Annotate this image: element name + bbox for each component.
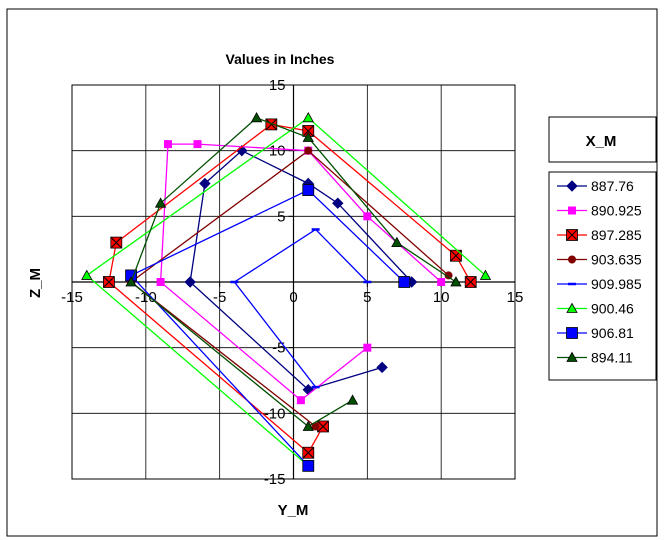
legend-item: 900.46 [557, 301, 634, 317]
legend-item: 906.81 [557, 325, 634, 341]
x-axis-label: Y_M [278, 502, 309, 519]
marker-cross [302, 447, 314, 459]
legend-item: 903.635 [557, 252, 642, 268]
data-point [391, 236, 403, 248]
series-line [129, 189, 405, 467]
data-point [302, 184, 315, 196]
data-point [437, 278, 446, 286]
legend-marker [568, 206, 576, 215]
data-point [363, 343, 372, 352]
legend-item: 897.285 [557, 227, 642, 243]
data-point [156, 278, 165, 286]
x-tick-label: 10 [433, 289, 450, 306]
series-line [108, 123, 472, 454]
legend-marker [566, 180, 578, 192]
y-tick-label: 5 [277, 208, 285, 225]
legend-label: 890.925 [591, 203, 642, 219]
data-point [464, 276, 477, 288]
legend-item: 887.76 [557, 178, 634, 194]
x-tick-label: 5 [363, 289, 371, 306]
marker-cross [465, 276, 477, 288]
legend-label: 903.635 [591, 252, 642, 268]
data-point [363, 212, 372, 221]
legend-marker [566, 302, 578, 313]
y-axis-label: Z_M [27, 268, 44, 298]
legend-marker [566, 327, 578, 339]
legend-item: 894.11 [557, 350, 633, 366]
chart-title: Values in Inches [226, 51, 335, 67]
tick-labels: -15 -10 -5 0 5 10 15 -15 -10 -5 5 10 15 [61, 77, 523, 488]
data-point [199, 177, 211, 190]
marker-cross [103, 276, 115, 288]
x-tick-label: -5 [213, 289, 226, 306]
series-line [159, 143, 442, 402]
x-tick-label: 0 [289, 289, 297, 306]
data-point [125, 276, 137, 287]
y-tick-label: -5 [272, 340, 285, 357]
y-tick-label: -15 [264, 471, 286, 488]
data-point [302, 446, 315, 459]
marker-cross [265, 119, 277, 130]
legend-label: 909.985 [591, 276, 642, 292]
y-tick-label: 10 [269, 143, 286, 160]
series-894.11 [125, 112, 462, 431]
series-line [85, 117, 486, 467]
legend-label: 894.11 [591, 350, 633, 366]
legend-marker [568, 255, 576, 264]
data-point [479, 269, 492, 280]
series-906.81 [125, 184, 411, 472]
data-point [296, 396, 305, 405]
data-point [332, 197, 344, 209]
legend-item: 890.925 [557, 203, 642, 219]
legend-label: 906.81 [591, 325, 634, 341]
data-point [163, 140, 172, 149]
marker-cross [110, 237, 122, 248]
data-point [376, 361, 388, 374]
data-point [302, 459, 315, 472]
marker-cross [566, 229, 578, 241]
data-point [398, 276, 411, 288]
legend-marker [566, 351, 578, 362]
series-line [129, 149, 449, 427]
x-tick-label: 15 [507, 289, 524, 306]
y-tick-label: -10 [264, 405, 286, 422]
data-point [193, 140, 202, 149]
data-point [304, 146, 313, 155]
series-887.76 [184, 144, 418, 396]
legend-label: 897.285 [591, 227, 642, 243]
data-point [103, 276, 115, 288]
data-point [110, 236, 123, 249]
series-897.285 [103, 118, 477, 459]
legend-label: 900.46 [591, 301, 634, 317]
data-point [450, 276, 462, 287]
legend-title: X_M [586, 133, 617, 150]
legend-box [548, 171, 657, 381]
marker-cross [302, 125, 314, 137]
x-tick-label: -15 [61, 289, 83, 306]
legend-item: 909.985 [557, 276, 642, 292]
series-line [130, 117, 457, 428]
legend: 887.76 890.925 897.285 903.635 909.985 900.46… [548, 171, 657, 381]
series-line [233, 228, 368, 388]
data-point [184, 276, 196, 288]
data-point [302, 131, 314, 142]
data-point [311, 422, 320, 431]
series-layer [81, 112, 492, 472]
legend-marker [566, 229, 578, 241]
data-point [250, 112, 263, 123]
data-point [154, 197, 167, 208]
y-tick-label: 15 [269, 77, 286, 94]
series-line [189, 149, 413, 391]
data-point [302, 420, 314, 431]
marker-cross [317, 421, 329, 432]
legend-label: 887.76 [591, 178, 634, 194]
legend-title-box: X_M [548, 116, 657, 163]
x-tick-label: -10 [135, 289, 157, 306]
data-point [81, 269, 93, 280]
data-point [346, 394, 359, 405]
data-point [265, 118, 278, 131]
data-point [302, 112, 314, 123]
series-909.985 [230, 228, 372, 389]
